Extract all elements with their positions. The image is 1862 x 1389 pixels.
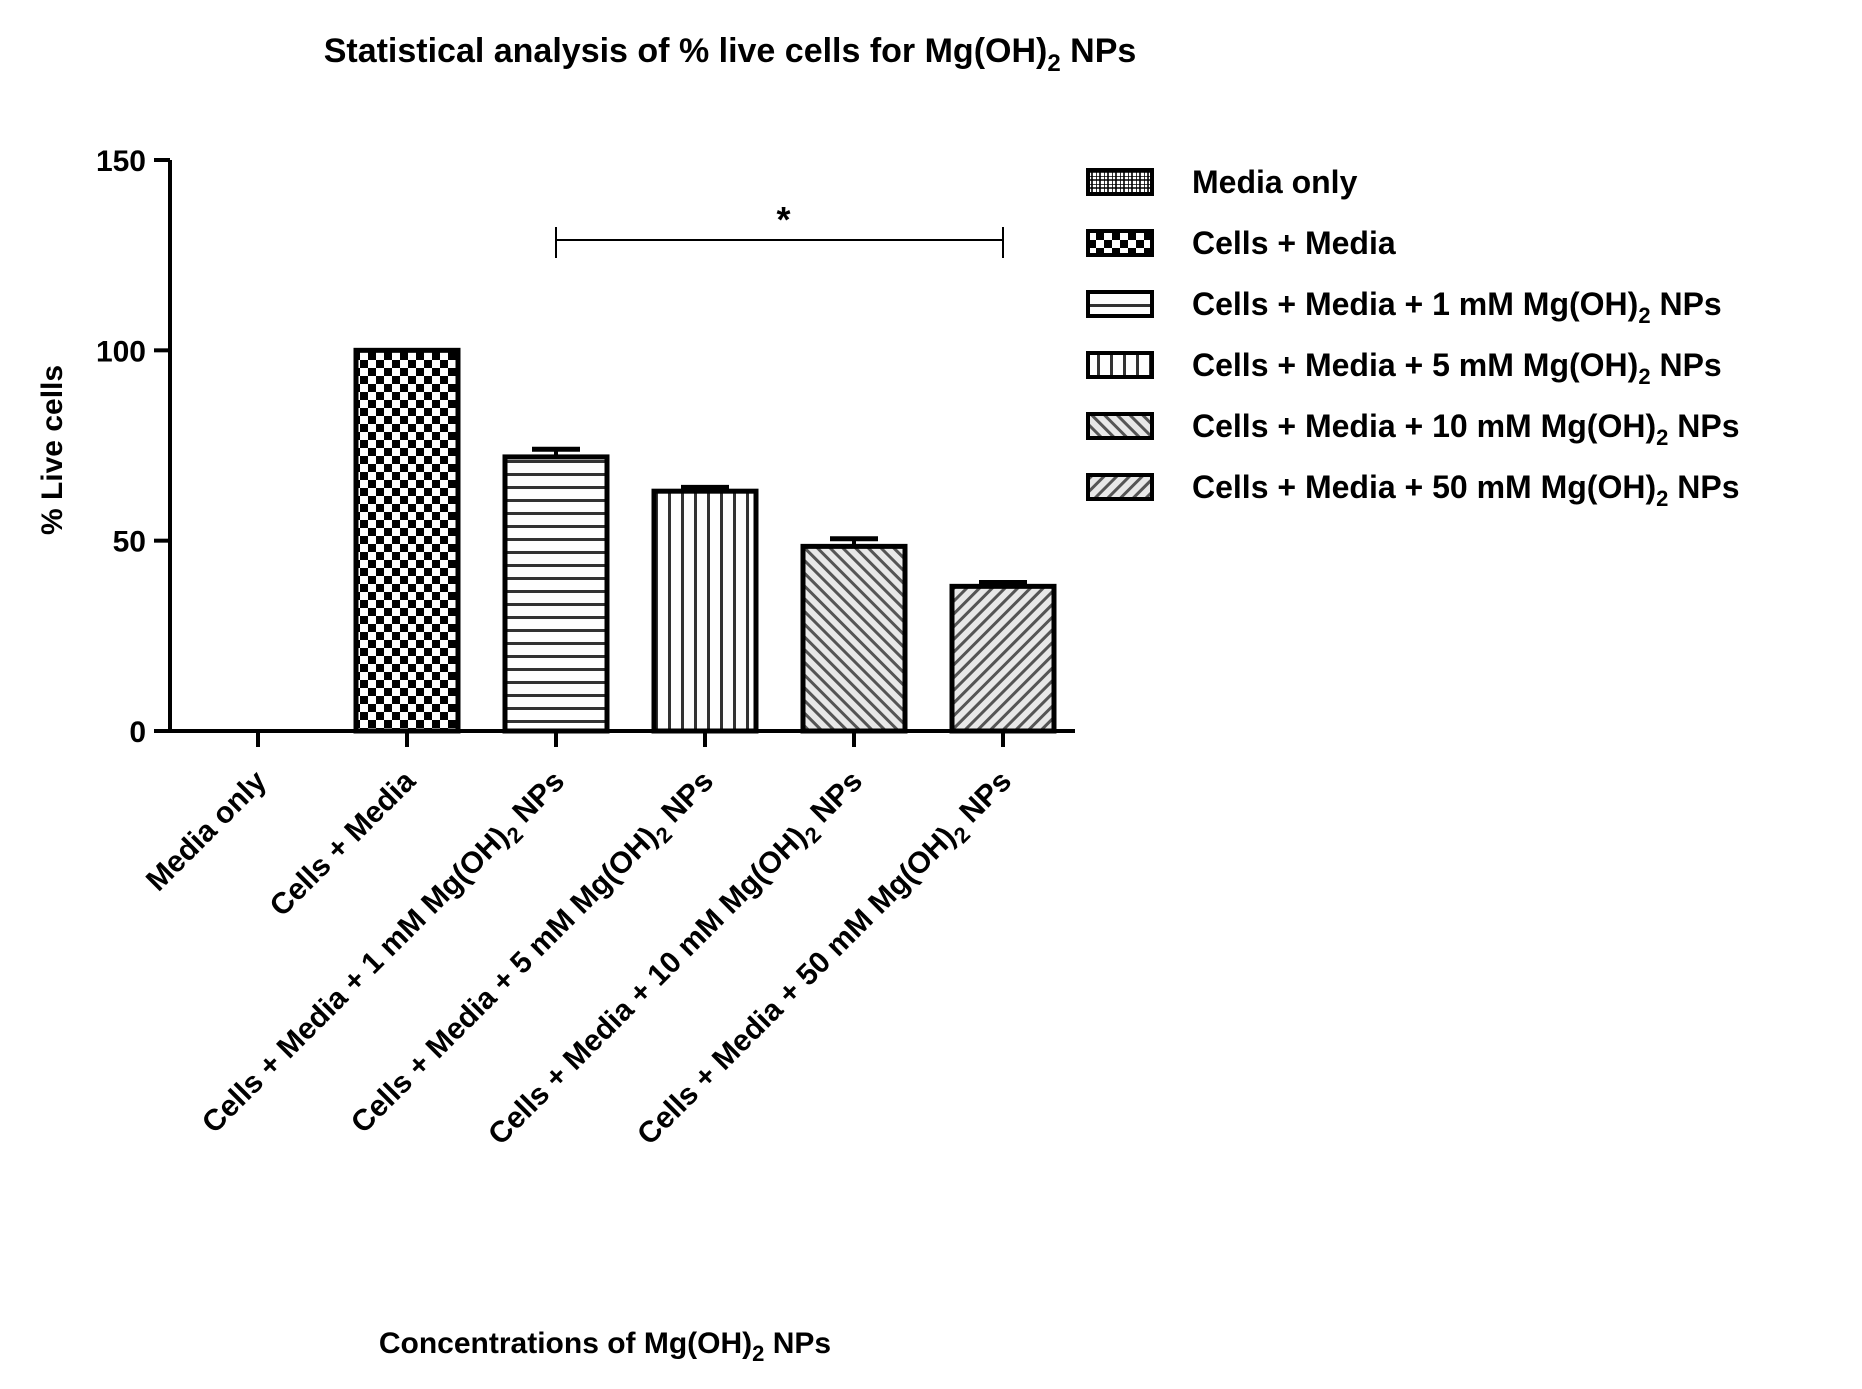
legend-entry: Media only [1192,164,1358,200]
legend-swatch [1086,412,1154,440]
legend-entry: Cells + Media + 10 mM Mg(OH)2 NPs [1192,408,1740,450]
bar [502,454,610,734]
legend-swatch [1086,351,1154,379]
legend-entry: Cells + Media + 5 mM Mg(OH)2 NPs [1192,347,1722,389]
legend-entry: Cells + Media + 1 mM Mg(OH)2 NPs [1192,286,1722,328]
chart-title: Statistical analysis of % live cells for… [324,32,1137,77]
x-axis [170,729,1075,747]
x-tick-label: Cells + Media [264,764,423,923]
significance-annotation: * [555,199,1004,258]
legend: Media only Cells + Media Cells + Media + 1… [1086,164,1740,511]
legend-entry: Cells + Media + 50 mM Mg(OH)2 NPs [1192,469,1740,511]
bar [949,583,1057,734]
x-axis-title: Concentrations of Mg(OH)2 NPs [379,1327,831,1366]
y-axis-title: % Live cells [36,365,69,535]
y-tick-label: 0 [129,716,146,749]
significance-label: * [776,199,790,240]
legend-swatch [1086,168,1154,196]
bar [353,347,461,734]
bar [800,543,908,734]
legend-entry: Cells + Media [1192,225,1396,261]
y-tick-label: 150 [96,145,146,178]
bar [651,488,759,734]
y-axis: 0 50 100 150 [96,145,172,749]
y-tick-label: 100 [96,335,146,368]
bar-series [353,347,1057,734]
legend-swatch [1086,229,1154,257]
legend-swatch [1086,473,1154,501]
legend-swatch [1086,290,1154,318]
x-tick-label: Media only [140,764,273,897]
y-tick-label: 50 [113,526,146,559]
